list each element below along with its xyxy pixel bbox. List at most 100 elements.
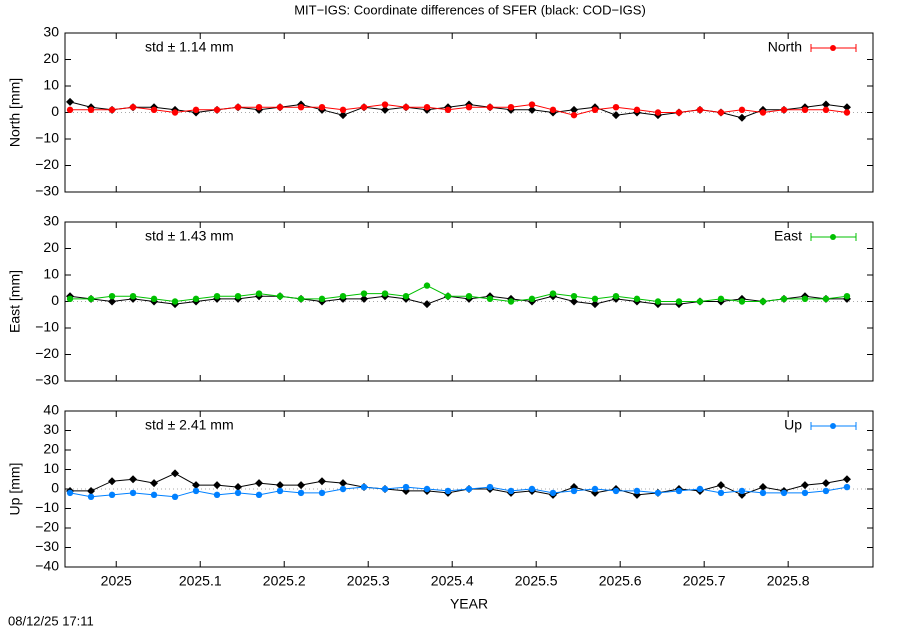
y-tick-label: −30 [35, 538, 59, 554]
point [297, 295, 305, 303]
point [612, 104, 620, 111]
point [297, 481, 306, 490]
point [822, 295, 830, 303]
point [591, 485, 599, 493]
point [780, 295, 788, 303]
y-tick-label: 20 [43, 239, 59, 255]
y-tick-label: −40 [35, 558, 59, 574]
point [486, 483, 494, 491]
point [612, 487, 620, 495]
point [108, 106, 116, 114]
point [842, 475, 851, 484]
point [528, 101, 536, 108]
x-tick-label: 2025.7 [683, 573, 726, 589]
point [465, 293, 473, 300]
legend-label: Up [784, 417, 802, 433]
point [255, 491, 263, 499]
point [297, 489, 305, 497]
y-tick-label: −10 [35, 130, 59, 146]
point [339, 111, 348, 120]
point [780, 489, 788, 497]
point [108, 477, 117, 486]
point [633, 487, 641, 495]
point [360, 483, 368, 491]
series-line [69, 486, 848, 498]
point [591, 295, 599, 303]
point [549, 489, 557, 497]
point [696, 106, 704, 114]
timestamp: 08/12/25 17:11 [8, 613, 94, 628]
x-tick-label: 2025.8 [767, 573, 810, 589]
point [738, 487, 746, 495]
point [717, 489, 725, 497]
point [339, 293, 347, 300]
point [716, 481, 725, 490]
point [465, 104, 473, 111]
point [842, 103, 851, 112]
y-tick-label: 10 [43, 460, 59, 476]
point [234, 489, 242, 497]
point [402, 483, 410, 491]
point [801, 106, 809, 114]
point [108, 293, 116, 300]
point [213, 106, 221, 114]
series-line [70, 103, 848, 116]
point [759, 489, 767, 497]
point [569, 105, 578, 114]
point [381, 105, 390, 114]
point [339, 106, 347, 114]
y-axis-label: Up [mm] [7, 463, 23, 516]
point [570, 487, 578, 495]
point [87, 493, 95, 500]
point [444, 293, 452, 300]
point [423, 485, 431, 493]
point [66, 106, 74, 114]
legend-marker [830, 423, 836, 429]
point [738, 106, 746, 114]
point [234, 104, 242, 111]
series-line [70, 285, 848, 303]
point [569, 297, 578, 306]
point [66, 295, 74, 303]
point [171, 298, 179, 305]
point [276, 487, 284, 495]
x-tick-label: 2025.1 [179, 573, 222, 589]
y-tick-label: 20 [43, 441, 59, 457]
y-tick-label: 40 [43, 402, 59, 418]
point [318, 489, 326, 497]
point [821, 100, 830, 109]
y-tick-label: 10 [43, 266, 59, 282]
annotation: std ± 1.43 mm [145, 228, 234, 244]
legend-marker [830, 234, 836, 240]
point [801, 295, 809, 303]
x-tick-label: 2025.3 [347, 573, 390, 589]
point [675, 109, 683, 116]
point [507, 298, 515, 305]
point [150, 479, 159, 488]
point [150, 295, 158, 303]
point [590, 300, 599, 309]
point [423, 104, 431, 111]
point [444, 487, 452, 495]
y-tick-label: 0 [51, 103, 59, 119]
legend-label: East [774, 228, 802, 244]
point [570, 111, 578, 119]
point [675, 298, 683, 305]
point [611, 111, 620, 120]
point [171, 109, 179, 116]
point [276, 481, 285, 490]
point [486, 104, 494, 111]
x-axis-label: YEAR [450, 596, 488, 612]
point [213, 481, 222, 490]
x-tick-label: 2025 [101, 573, 132, 589]
point [843, 293, 851, 300]
point [360, 294, 369, 303]
x-tick-label: 2025.4 [431, 573, 474, 589]
point [591, 106, 599, 114]
point [822, 487, 830, 495]
point [759, 109, 767, 116]
point [87, 295, 95, 303]
y-axis-label: North [mm] [7, 78, 23, 147]
point [717, 109, 725, 116]
